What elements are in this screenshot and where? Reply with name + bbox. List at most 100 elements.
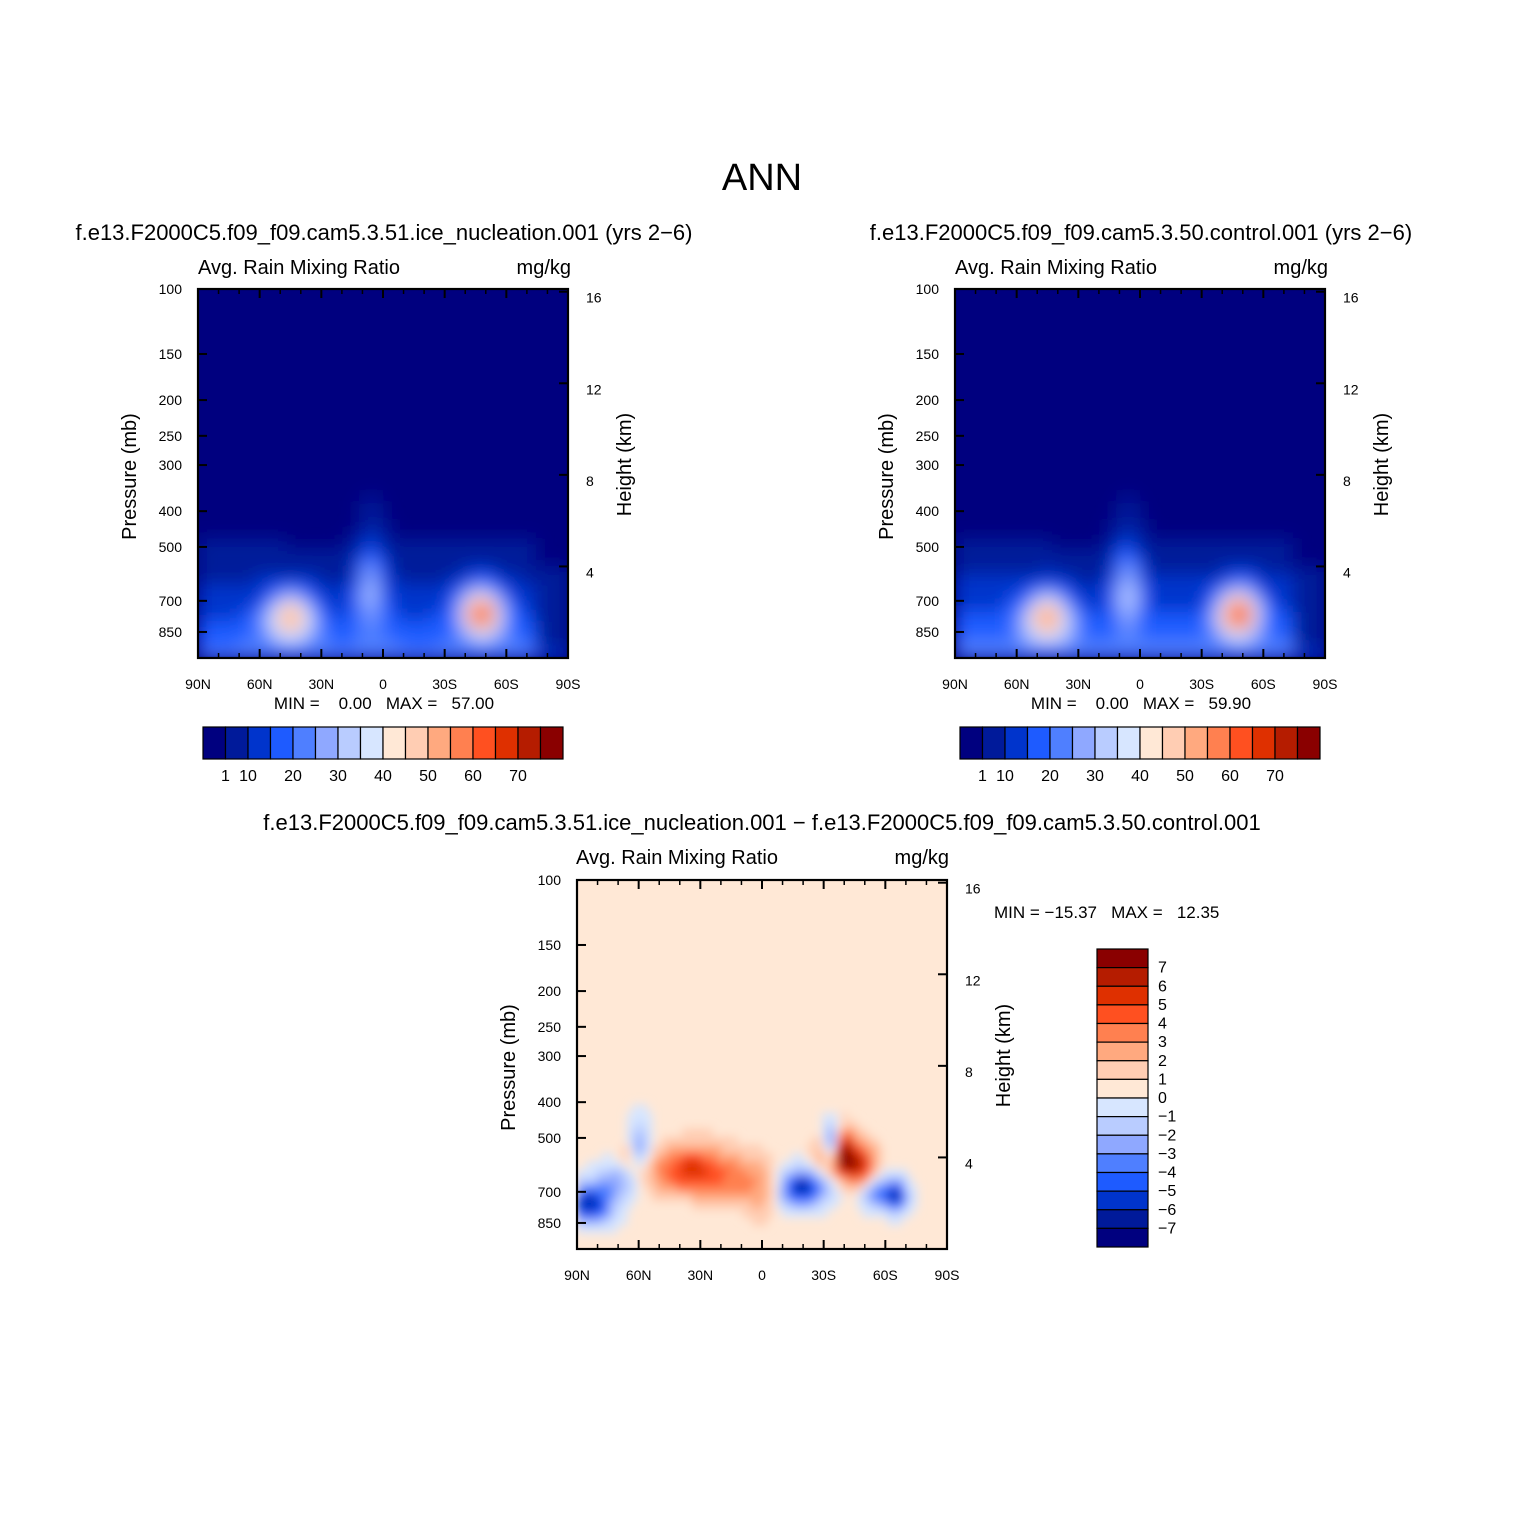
field-cell	[423, 584, 432, 595]
field-cell	[559, 602, 568, 613]
field-cell	[1099, 611, 1109, 622]
field-cell	[979, 611, 988, 622]
field-cell	[222, 556, 231, 567]
field-cell	[712, 1136, 718, 1146]
field-cell	[792, 1152, 798, 1162]
field-cell	[1003, 574, 1012, 585]
field-cell	[632, 1136, 638, 1146]
field-cell	[326, 556, 336, 567]
x-tick-label: 90N	[564, 1267, 590, 1283]
field-cell	[867, 1192, 873, 1202]
field-cell	[1115, 630, 1125, 641]
field-cell	[238, 630, 247, 641]
field-cell	[423, 602, 432, 613]
field-cell	[822, 1152, 828, 1162]
field-cell	[543, 593, 553, 604]
field-cell	[955, 639, 964, 650]
field-cell	[722, 1160, 728, 1170]
field-cell	[535, 602, 545, 613]
field-cell	[707, 1168, 713, 1178]
field-cell	[238, 547, 247, 558]
field-cell	[350, 528, 360, 539]
y-right-tick-label: 12	[965, 972, 981, 988]
field-cell	[447, 547, 456, 558]
field-cell	[511, 648, 521, 658]
field-cell	[1260, 611, 1270, 622]
field-cell	[1196, 565, 1205, 576]
field-cell	[1244, 621, 1254, 631]
colorbar: 1 10 20 30 40 50 60 70	[202, 726, 564, 785]
field-cell	[1292, 630, 1302, 641]
field-cell	[1043, 565, 1053, 576]
field-cell	[1051, 648, 1061, 658]
field-cell	[407, 611, 416, 622]
field-cell	[792, 1168, 798, 1178]
field-cell	[503, 639, 513, 650]
field-cell	[682, 1144, 688, 1154]
field-cell	[637, 1128, 643, 1138]
field-cell	[1276, 611, 1286, 622]
field-cell	[692, 1136, 698, 1146]
field-cell	[1252, 639, 1262, 650]
field-cell	[995, 584, 1004, 595]
colorbar-swatch	[1096, 1116, 1149, 1136]
field-cell	[777, 1192, 783, 1202]
field-cell	[1308, 648, 1318, 658]
field-cell	[527, 639, 537, 650]
field-cell	[887, 1176, 893, 1186]
colorbar-label: −4	[1158, 1165, 1176, 1182]
field-cell	[487, 565, 497, 576]
field-cell	[897, 1176, 903, 1186]
field-cell	[1220, 639, 1230, 650]
field-cell	[872, 1168, 878, 1178]
field-cell	[662, 1136, 668, 1146]
field-cell	[439, 565, 448, 576]
field-cell	[687, 1168, 693, 1178]
field-cell	[742, 1208, 748, 1218]
field-cell	[727, 1152, 733, 1162]
colorbar-swatch	[404, 726, 429, 760]
field-cell	[318, 648, 328, 658]
x-tick-label: 0	[758, 1267, 766, 1283]
field-cell	[979, 556, 988, 567]
field-cell	[391, 574, 400, 585]
field-cell	[971, 621, 980, 631]
field-cell	[439, 584, 448, 595]
field-cell	[366, 556, 376, 567]
field-cell	[657, 1176, 663, 1186]
field-cell	[1035, 574, 1045, 585]
colorbar-swatch	[1096, 1209, 1149, 1229]
field-cell	[979, 547, 988, 558]
field-cell	[423, 621, 432, 631]
field-cell	[230, 648, 239, 658]
panel-title: f.e13.F2000C5.f09_f09.cam5.3.50.control.…	[870, 220, 1412, 245]
field-cell	[1019, 547, 1028, 558]
field-cell	[551, 639, 561, 650]
field-cell	[535, 648, 545, 658]
field-cell	[278, 648, 288, 658]
field-cell	[802, 1176, 808, 1186]
field-cell	[807, 1200, 813, 1210]
field-cell	[1228, 565, 1238, 576]
field-cell	[1244, 538, 1254, 548]
field-cell	[415, 611, 424, 622]
field-cell	[535, 630, 545, 641]
field-cell	[672, 1176, 678, 1186]
field-cell	[350, 538, 360, 548]
field-cell	[742, 1200, 748, 1210]
field-cell	[1180, 565, 1189, 576]
field-cell	[592, 1160, 598, 1170]
field-cell	[877, 1208, 883, 1218]
field-cell	[358, 556, 368, 567]
field-cell	[383, 584, 392, 595]
field-cell	[415, 602, 424, 613]
field-cell	[431, 538, 440, 548]
field-cell	[447, 630, 456, 641]
field-cell	[1131, 574, 1141, 585]
panel-title: f.e13.F2000C5.f09_f09.cam5.3.51.ice_nucl…	[263, 810, 1260, 835]
field-cell	[582, 1176, 588, 1186]
colorbar-swatch	[1139, 726, 1164, 760]
field-cell	[270, 611, 280, 622]
field-cell	[722, 1200, 728, 1210]
field-cell	[383, 630, 392, 641]
